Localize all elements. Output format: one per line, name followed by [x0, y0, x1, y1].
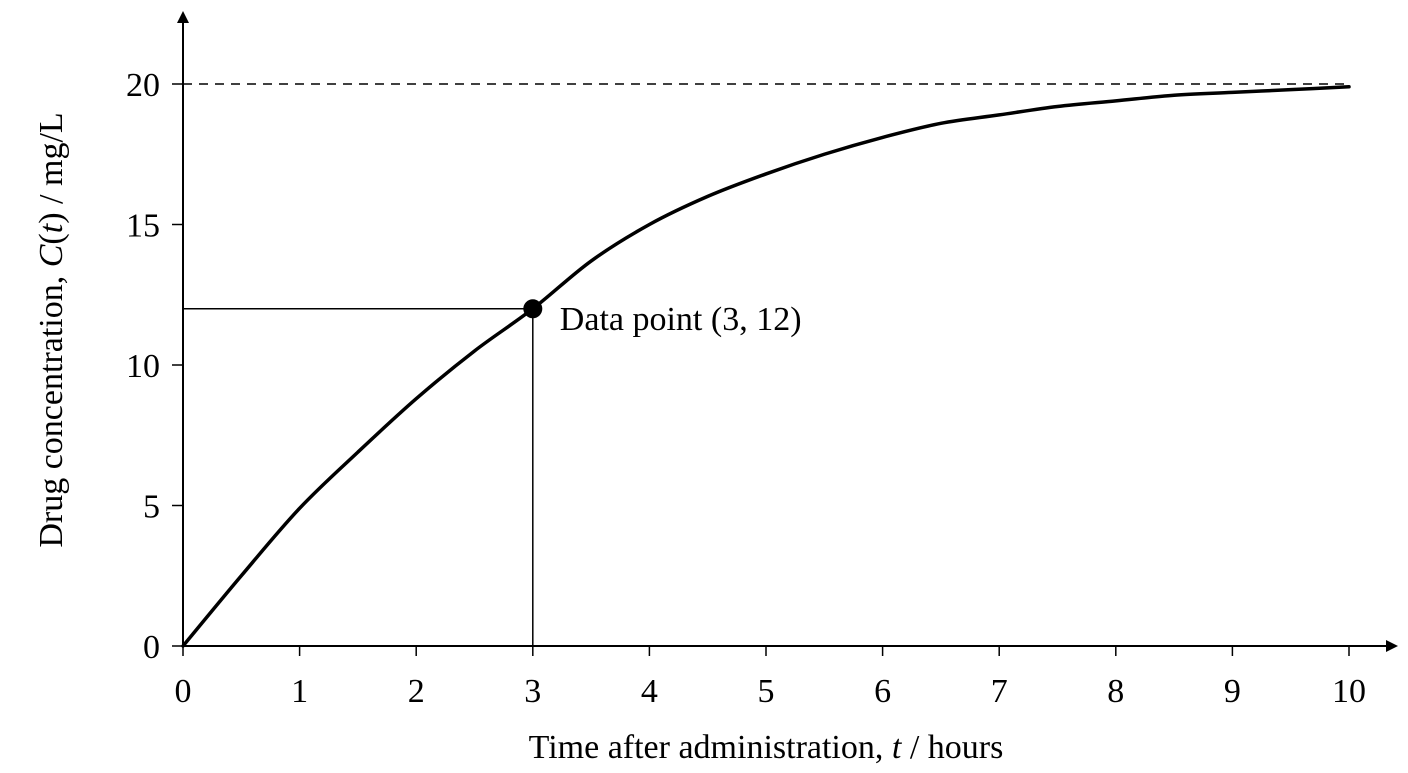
x-tick-label: 9 [1224, 673, 1241, 710]
x-tick-label: 4 [641, 673, 658, 710]
y-tick-label: 15 [126, 208, 160, 245]
x-tick-label: 6 [874, 673, 891, 710]
x-tick-label: 10 [1332, 673, 1366, 710]
concentration-curve [181, 85, 1351, 648]
axes [177, 11, 1398, 652]
x-tick-label: 3 [524, 673, 541, 710]
data-point-label: Data point (3, 12) [560, 301, 802, 338]
x-axis-label: Time after administration, t / hours [529, 729, 1004, 766]
data-point-marker [523, 299, 543, 319]
y-tick-label: 0 [143, 629, 160, 666]
x-tick-label: 8 [1107, 673, 1124, 710]
y-tick-label: 10 [126, 348, 160, 385]
y-axis-label: Drug concentration, C(t) / mg/L [33, 112, 70, 547]
x-tick-label: 7 [991, 673, 1008, 710]
x-tick-label: 0 [175, 673, 192, 710]
y-tick-label: 20 [126, 67, 160, 104]
highlight: Data point (3, 12) [523, 299, 802, 338]
series [181, 85, 1351, 648]
x-tick-label: 2 [408, 673, 425, 710]
reference-lines [183, 83, 1349, 646]
y-tick-label: 5 [143, 489, 160, 526]
x-tick-label: 5 [758, 673, 775, 710]
y-ticks: 0 5 10 15 20 [126, 67, 183, 666]
x-ticks: 0 1 2 3 4 5 6 7 8 9 10 [175, 646, 1366, 710]
x-tick-label: 1 [291, 673, 308, 710]
